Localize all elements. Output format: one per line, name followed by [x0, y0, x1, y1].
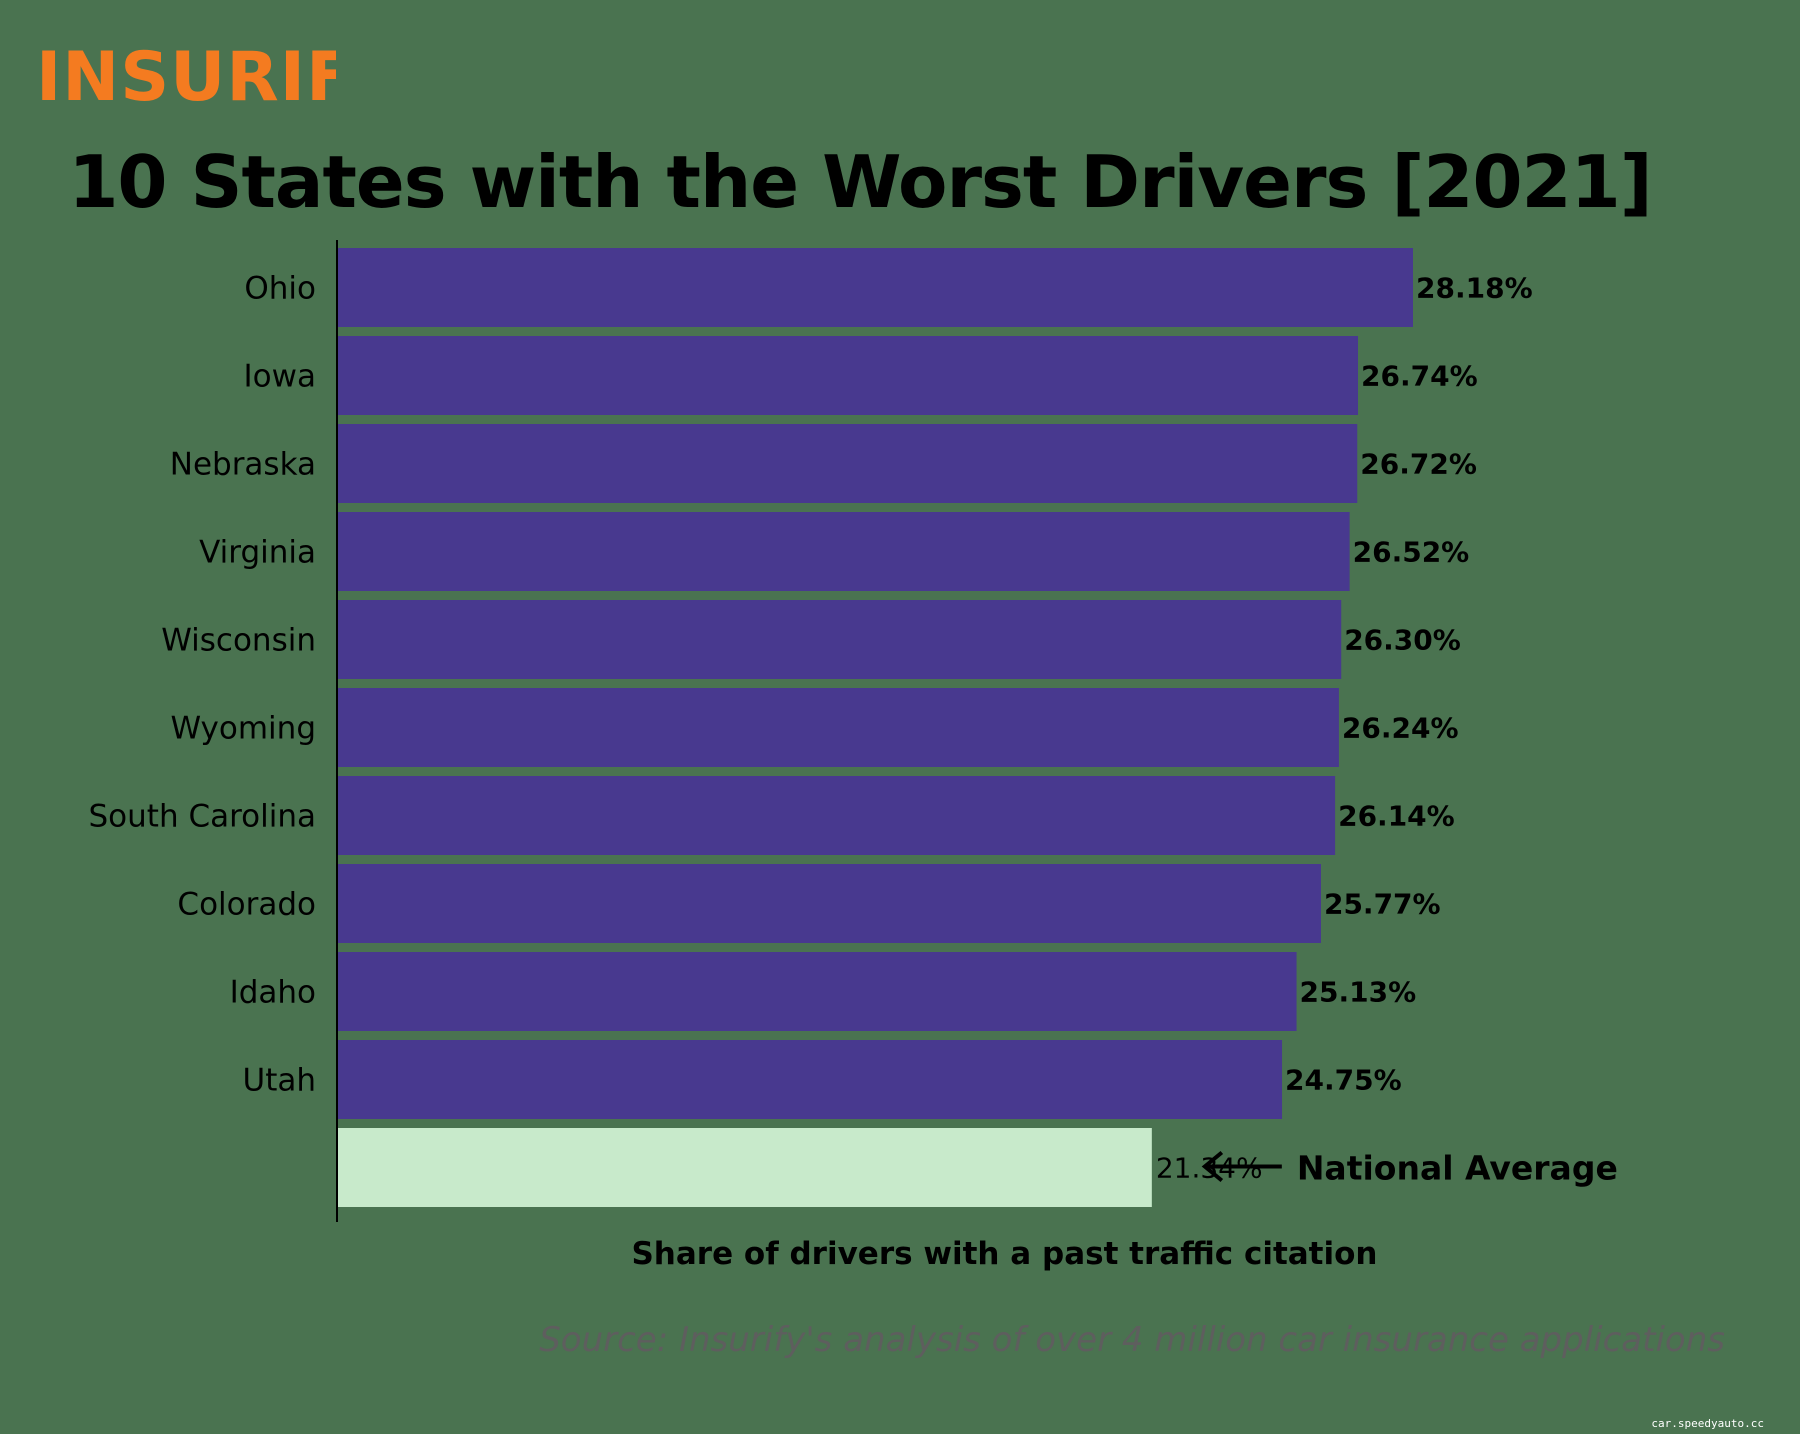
- x-axis-label: Share of drivers with a past traffic cit…: [631, 1236, 1378, 1272]
- source-note: Source: Insurify's analysis of over 4 mi…: [539, 1320, 1725, 1360]
- bar: [337, 864, 1321, 943]
- watermark: car.speedyauto.cc: [1651, 1417, 1764, 1430]
- category-label: Wisconsin: [161, 623, 316, 659]
- value-label: 25.13%: [1300, 976, 1417, 1009]
- bar: [337, 336, 1359, 415]
- bar: [337, 512, 1350, 591]
- value-label: 26.52%: [1353, 536, 1470, 569]
- category-label: Colorado: [177, 887, 316, 923]
- value-label: 26.14%: [1338, 800, 1455, 833]
- national-average-label: National Average: [1297, 1149, 1618, 1188]
- bar: [337, 776, 1336, 855]
- bar: [337, 248, 1413, 327]
- arrow-head-icon: [1201, 1150, 1224, 1183]
- category-label: Utah: [243, 1063, 317, 1099]
- category-label: Idaho: [230, 975, 316, 1011]
- bar: [337, 1040, 1283, 1119]
- chart-title: 10 States with the Worst Drivers [2021]: [68, 140, 1652, 224]
- value-label: 26.74%: [1361, 360, 1478, 393]
- bar: [337, 688, 1339, 767]
- category-label: South Carolina: [89, 799, 317, 835]
- bar: [337, 952, 1297, 1031]
- national-average-bar: [337, 1128, 1152, 1207]
- category-label: Wyoming: [170, 711, 316, 747]
- value-label: 28.18%: [1416, 272, 1533, 305]
- value-label: 25.77%: [1324, 888, 1441, 921]
- value-label: 26.72%: [1360, 448, 1477, 481]
- category-label: Iowa: [244, 359, 316, 395]
- bar: [337, 424, 1358, 503]
- category-label: Ohio: [244, 271, 316, 307]
- bar: [337, 600, 1342, 679]
- category-label: Nebraska: [170, 447, 316, 483]
- value-label: 26.24%: [1342, 712, 1459, 745]
- value-label: 26.30%: [1344, 624, 1461, 657]
- category-label: Virginia: [199, 535, 316, 571]
- value-label: 24.75%: [1285, 1064, 1402, 1097]
